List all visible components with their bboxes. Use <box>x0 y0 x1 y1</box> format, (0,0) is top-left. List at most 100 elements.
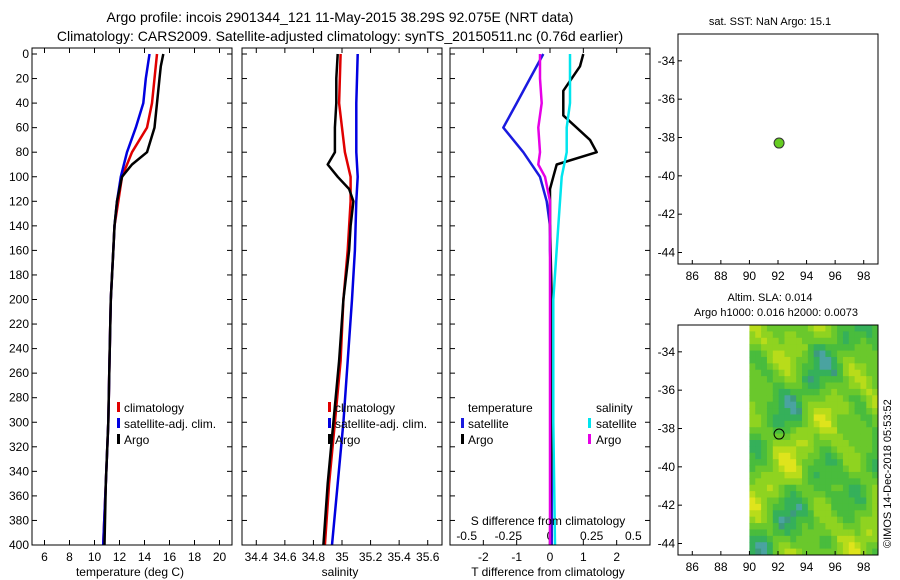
heatmap-cell <box>825 408 832 416</box>
heatmap-cell <box>778 497 786 505</box>
heatmap-cell <box>872 369 878 377</box>
sla-map-frame <box>677 324 879 556</box>
heatmap-cell <box>842 337 850 345</box>
heatmap-cell <box>825 503 832 511</box>
heatmap-cell <box>755 395 762 403</box>
heatmap-cell <box>766 331 774 339</box>
heatmap-cell <box>813 363 821 371</box>
heatmap-cell <box>772 376 780 384</box>
heatmap-cell <box>749 401 756 409</box>
heatmap-cell <box>860 337 867 345</box>
heatmap-cell <box>766 414 774 422</box>
legend-swatch-argo <box>117 434 120 444</box>
heatmap-cell <box>831 344 838 352</box>
ytick-label: -34 <box>658 54 676 68</box>
heatmap-cell <box>802 510 809 518</box>
heatmap-cell <box>772 478 780 486</box>
heatmap-cell <box>872 516 878 524</box>
heatmap-cell <box>831 337 838 345</box>
ytick-label: 240 <box>9 342 29 356</box>
heatmap-cell <box>866 484 873 492</box>
heatmap-cell <box>766 484 774 492</box>
heatmap-cell <box>802 401 809 409</box>
heatmap-cell <box>825 548 832 555</box>
heatmap-cell <box>819 382 826 390</box>
heatmap-cell <box>842 478 850 486</box>
heatmap-cell <box>819 510 826 518</box>
sst-map-points <box>773 137 785 149</box>
heatmap-cell <box>784 459 791 467</box>
heatmap-cell <box>860 420 867 428</box>
figure-title-line2: Climatology: CARS2009. Satellite-adjuste… <box>57 28 623 44</box>
heatmap-cell <box>837 388 844 396</box>
heatmap-cell <box>790 337 797 345</box>
heatmap-cell <box>854 471 862 479</box>
heatmap-cell <box>784 363 791 371</box>
ytick-label: 200 <box>9 293 29 307</box>
xtick-label: 35 <box>335 550 349 564</box>
heatmap-cell <box>761 414 768 422</box>
heatmap-cell <box>784 382 791 390</box>
heatmap-cell <box>778 535 786 543</box>
heatmap-cell <box>749 535 756 543</box>
heatmap-cell <box>778 325 786 332</box>
heatmap-cell <box>761 350 768 358</box>
heatmap-cell <box>749 465 756 473</box>
heatmap-cell <box>819 471 826 479</box>
heatmap-cell <box>796 440 803 447</box>
heatmap-cell <box>837 337 844 345</box>
heatmap-cell <box>778 440 786 447</box>
heatmap-cell <box>872 459 878 467</box>
heatmap-cell <box>813 337 821 345</box>
heatmap-cell <box>825 446 832 454</box>
heatmap-cell <box>848 382 856 390</box>
xtick-label: 34.6 <box>273 550 297 564</box>
xtick-label: 90 <box>743 560 757 574</box>
heatmap-cell <box>772 542 780 550</box>
legend-title-temperature: temperature <box>468 401 533 415</box>
heatmap-cell <box>784 344 791 352</box>
heatmap-cell <box>813 478 821 486</box>
heatmap-cell <box>837 363 844 371</box>
heatmap-cell <box>772 484 780 492</box>
heatmap-cell <box>796 465 803 473</box>
heatmap-cell <box>860 440 867 447</box>
heatmap-cell <box>848 542 856 550</box>
heatmap-cell <box>790 414 797 422</box>
heatmap-cell <box>848 325 856 332</box>
heatmap-cell <box>755 420 762 428</box>
ytick-label: 320 <box>9 440 29 454</box>
heatmap-cell <box>790 356 797 364</box>
heatmap-cell <box>854 369 862 377</box>
heatmap-cell <box>860 484 867 492</box>
heatmap-cell <box>802 440 809 447</box>
heatmap-cell <box>860 529 867 537</box>
heatmap-cell <box>790 542 797 550</box>
heatmap-cell <box>860 446 867 454</box>
heatmap-cell <box>860 388 867 396</box>
heatmap-cell <box>755 440 762 447</box>
heatmap-cell <box>772 408 780 416</box>
heatmap-cell <box>761 408 768 416</box>
heatmap-cell <box>848 465 856 473</box>
sst-map-ticks: 86 88 90 92 94 96 98 -34 -36 -38 -40 -42 -44 <box>658 54 871 283</box>
heatmap-cell <box>784 548 791 555</box>
heatmap-cell <box>784 497 791 505</box>
heatmap-cell <box>796 350 803 358</box>
heatmap-cell <box>837 542 844 550</box>
heatmap-cell <box>790 459 797 467</box>
heatmap-cell <box>772 471 780 479</box>
heatmap-cell <box>766 401 774 409</box>
heatmap-cell <box>837 471 844 479</box>
heatmap-cell <box>831 408 838 416</box>
heatmap-cell <box>831 459 838 467</box>
heatmap-cell <box>872 414 878 422</box>
heatmap-cell <box>813 369 821 377</box>
heatmap-cell <box>872 401 878 409</box>
heatmap-cell <box>860 471 867 479</box>
heatmap-cell <box>802 491 809 499</box>
heatmap-cell <box>819 388 826 396</box>
heatmap-cell <box>796 523 803 531</box>
heatmap-cell <box>819 395 826 403</box>
heatmap-cell <box>825 535 832 543</box>
